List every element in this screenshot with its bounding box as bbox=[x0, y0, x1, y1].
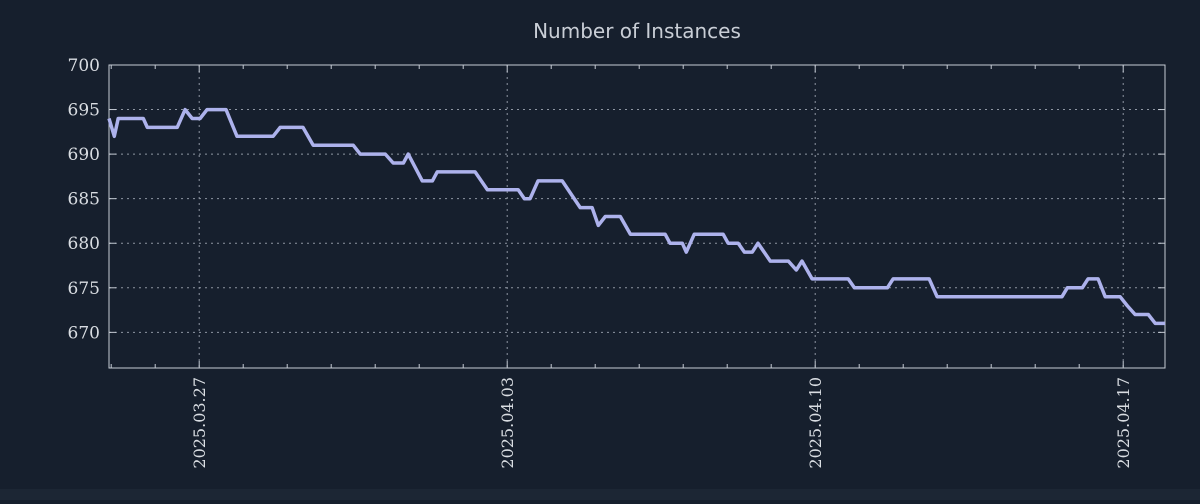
y-tick-label: 680 bbox=[68, 234, 100, 254]
x-tick-label: 2025.04.17 bbox=[1114, 377, 1133, 469]
tick-labels: 670 675 680 685 690 695 700 2025.03.27 2025.04.0… bbox=[68, 56, 1134, 469]
x-tick-label: 2025.04.03 bbox=[498, 377, 517, 469]
y-tick-label: 700 bbox=[68, 56, 100, 76]
plot-border bbox=[108, 64, 1166, 369]
y-tick-label: 675 bbox=[68, 279, 100, 299]
y-tick-label: 685 bbox=[68, 190, 100, 210]
axis-ticks bbox=[109, 64, 1165, 368]
y-tick-label: 695 bbox=[68, 101, 100, 121]
x-tick-label: 2025.03.27 bbox=[190, 377, 209, 469]
gridlines bbox=[109, 65, 1165, 368]
data-line bbox=[107, 107, 1165, 326]
chart-title: Number of Instances bbox=[533, 19, 741, 43]
footer-strip bbox=[0, 489, 1200, 500]
x-tick-label: 2025.04.10 bbox=[806, 377, 825, 469]
y-tick-label: 690 bbox=[68, 145, 100, 165]
y-tick-label: 670 bbox=[68, 323, 100, 343]
data-series bbox=[107, 107, 1165, 326]
